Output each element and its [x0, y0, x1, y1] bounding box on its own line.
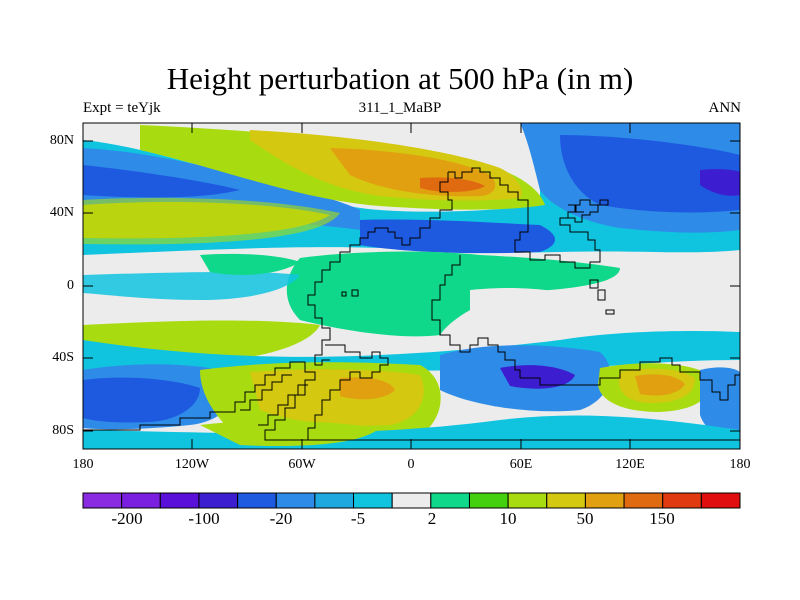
- coastline-parallel-1: [240, 374, 292, 411]
- coastline-island-3: [597, 289, 606, 301]
- lon-label-0: 0: [407, 457, 415, 472]
- lon-label-180w: 180: [72, 457, 94, 472]
- lat-label-80s: 80S: [52, 423, 74, 438]
- lat-label-40n: 40N: [49, 205, 74, 220]
- lat-label-40s: 40S: [52, 350, 74, 365]
- contour-field: [83, 123, 740, 449]
- field-region-nh-darkblue-east: [700, 169, 740, 196]
- coastline-island-1: [605, 309, 615, 315]
- field-region-tropical-neutral-center: [470, 288, 608, 333]
- colorbar-swatch: [584, 492, 625, 509]
- colorbar-swatch: [275, 492, 316, 509]
- colorbar-label-1: -200: [111, 509, 143, 528]
- field-region-sh-orange-central: [340, 377, 395, 400]
- colorbar-swatch: [198, 492, 239, 509]
- colorbar-swatch: [700, 492, 741, 509]
- coastline-east: [520, 357, 740, 401]
- colorbar-swatch: [391, 492, 432, 509]
- colorbar-label-5: 2: [427, 509, 437, 528]
- colorbar-swatch: [159, 492, 200, 509]
- colorbar-swatch: [468, 492, 509, 509]
- season-label: ANN: [708, 100, 742, 116]
- coastline-africa-south: [431, 255, 521, 378]
- colorbar-label-4: -5: [350, 509, 366, 528]
- coastline-africa-west: [307, 172, 453, 366]
- colorbar-label-6: 10: [499, 509, 517, 528]
- lon-label-60e: 60E: [509, 457, 533, 472]
- colorbar-swatch: [353, 492, 393, 509]
- lat-label-80n: 80N: [49, 133, 74, 148]
- colorbar: [82, 492, 741, 509]
- field-region-tropical-cyan-west: [83, 271, 300, 300]
- field-region-sh-deepblue-west: [83, 377, 200, 423]
- lon-label-60w: 60W: [288, 457, 316, 472]
- colorbar-swatch: [623, 492, 664, 509]
- coastline-eurasia-africa: [448, 167, 609, 269]
- colorbar-swatch: [121, 492, 161, 509]
- lon-label-120e: 120E: [615, 457, 645, 472]
- colorbar-label-3: -20: [269, 509, 293, 528]
- colorbar-swatch: [507, 492, 548, 509]
- field-region-sh-orange-east: [635, 374, 685, 396]
- field-region-sh-deepblue-east: [500, 365, 575, 389]
- colorbar-label-7: 50: [576, 509, 594, 528]
- colorbar-swatch: [237, 492, 277, 509]
- field-region-nh-blue-center: [360, 219, 555, 254]
- coastline-south-polar: [83, 361, 740, 441]
- coastline-south-america: [300, 344, 389, 441]
- field-region-nh-lime-west: [83, 197, 340, 245]
- colorbar-swatch: [430, 492, 470, 509]
- field-region-nh-deepblue-west: [83, 165, 240, 198]
- tick-marks: [83, 123, 740, 449]
- coastline-parallel-2: [258, 384, 308, 426]
- colorbar-swatch: [82, 492, 123, 509]
- experiment-label: Expt = teYjk: [83, 100, 161, 116]
- field-region-sh-blue-far-east: [700, 367, 740, 440]
- lon-label-120w: 120W: [174, 457, 210, 472]
- colorbar-swatch: [546, 492, 586, 509]
- lon-label-180e: 180: [729, 457, 751, 472]
- coastline-island-4: [351, 289, 359, 297]
- coastline-island-5: [341, 291, 347, 297]
- map-title: Height perturbation at 500 hPa (in m): [166, 61, 634, 96]
- coastline-asia-mid: [568, 204, 584, 213]
- field-region-tropical-green: [286, 251, 620, 337]
- field-region-nh-darkorange-high: [420, 177, 485, 192]
- colorbar-swatch: [662, 492, 702, 509]
- colorbar-label-8: 150: [649, 509, 675, 528]
- coastline-island-2: [589, 279, 599, 289]
- colorbar-label-2: -100: [188, 509, 220, 528]
- field-region-nh-deepblue-east: [560, 135, 740, 213]
- field-region-tropical-green-patch: [200, 253, 300, 275]
- lat-label-0: 0: [67, 278, 74, 293]
- case-label: 311_1_MaBP: [358, 100, 442, 116]
- coastlines: [83, 167, 740, 441]
- colorbar-swatch: [314, 492, 355, 509]
